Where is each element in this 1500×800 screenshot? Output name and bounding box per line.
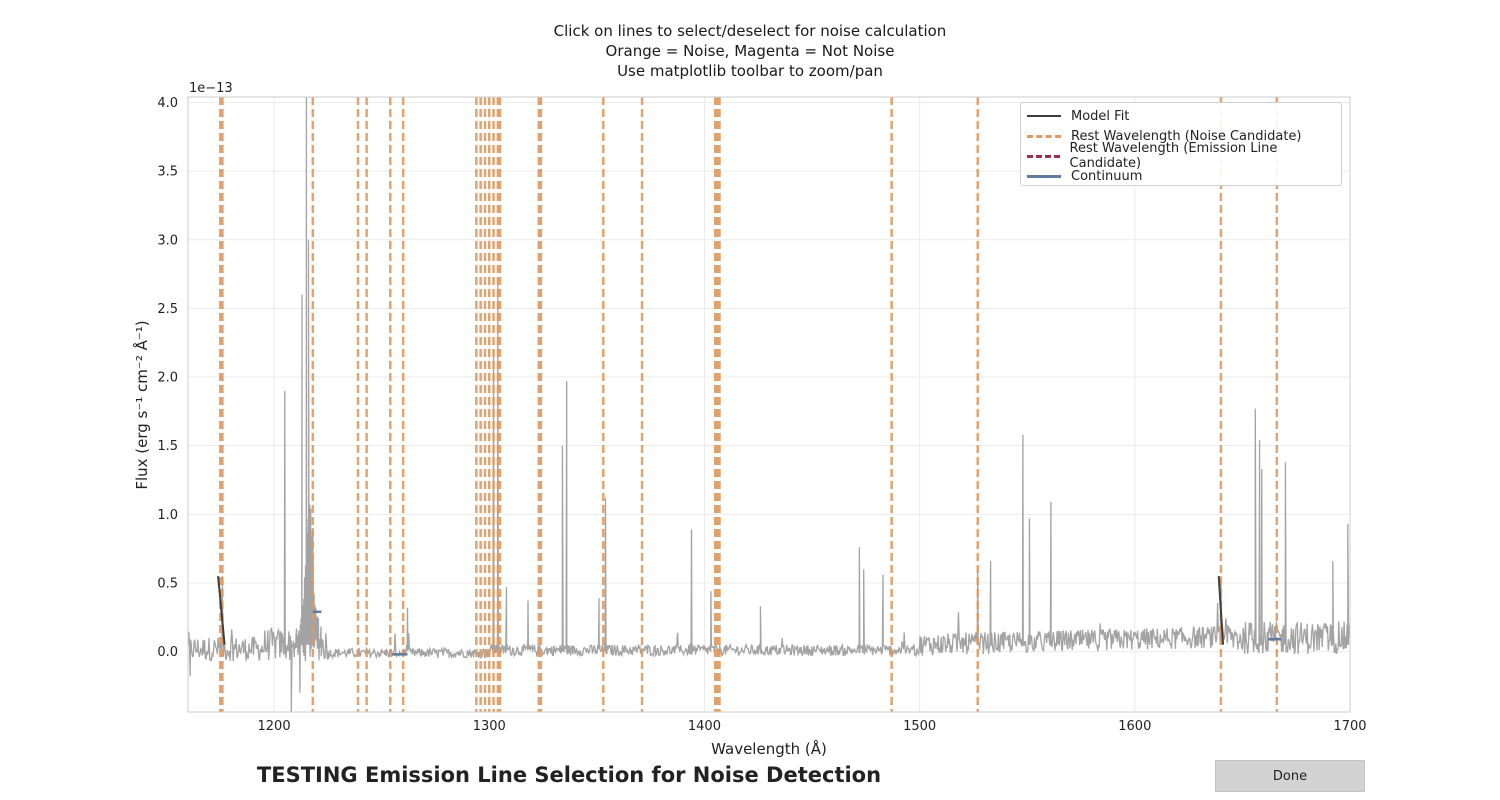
grid-lines	[188, 97, 1351, 712]
legend-item-noise-candidate: Rest Wavelength (Noise Candidate)	[1021, 126, 1341, 146]
legend-label: Continuum	[1071, 168, 1143, 184]
spectrum-series	[188, 97, 1350, 712]
title-line-3: Use matplotlib toolbar to zoom/pan	[617, 62, 883, 80]
bottom-title: TESTING Emission Line Selection for Nois…	[0, 763, 1500, 787]
y-offset-text: 1e−13	[189, 81, 233, 96]
spectrum-line	[188, 97, 1350, 712]
y-tick-label: 4.0	[157, 96, 178, 111]
done-button[interactable]: Done	[1215, 760, 1365, 792]
x-axis-label: Wavelength (Å)	[711, 739, 827, 758]
y-tick-label: 0.0	[157, 645, 178, 660]
y-tick-label: 2.0	[157, 371, 178, 386]
y-tick-label: 1.5	[157, 439, 178, 454]
legend-item-model-fit: Model Fit	[1021, 106, 1341, 126]
x-tick-label: 1700	[1333, 719, 1366, 734]
y-axis-label: Flux (erg s⁻¹ cm⁻² Å⁻¹)	[132, 320, 151, 489]
y-tick-label: 3.5	[157, 165, 178, 180]
x-tick-label: 1600	[1118, 719, 1151, 734]
legend-item-continuum: Continuum	[1021, 166, 1341, 186]
y-axis-ticks: 0.0 0.5 1.0 1.5 2.0 2.5 3.0 3.5 4.0	[157, 96, 178, 660]
figure-title: Click on lines to select/deselect for no…	[0, 21, 1500, 81]
legend-swatch-noise	[1027, 134, 1061, 138]
legend-label: Rest Wavelength (Emission Line Candidate…	[1069, 141, 1278, 171]
legend-label: Model Fit	[1071, 108, 1130, 124]
legend-swatch-continuum	[1027, 174, 1061, 178]
x-tick-label: 1200	[258, 719, 291, 734]
rest-wavelength-lines[interactable]	[219, 97, 1279, 712]
legend-swatch-model-fit	[1027, 115, 1061, 117]
title-line-2: Orange = Noise, Magenta = Not Noise	[605, 42, 895, 60]
title-line-1: Click on lines to select/deselect for no…	[553, 22, 947, 40]
model-fit-segment	[1217, 576, 1225, 645]
x-tick-label: 1500	[903, 719, 936, 734]
x-tick-label: 1400	[688, 719, 721, 734]
y-tick-label: 2.5	[157, 302, 178, 317]
legend-swatch-emission	[1027, 154, 1060, 158]
plot-frame	[187, 96, 1351, 713]
chart-legend: Model Fit Rest Wavelength (Noise Candida…	[1020, 102, 1342, 186]
legend-label: Rest Wavelength (Noise Candidate)	[1071, 128, 1302, 144]
x-axis-ticks: 1200 1300 1400 1500 1600 1700	[258, 719, 1367, 734]
y-tick-label: 3.0	[157, 233, 178, 248]
plot-area[interactable]	[188, 97, 1350, 712]
model-fit-segment	[217, 576, 226, 645]
legend-item-emission-candidate: Rest Wavelength (Emission Line Candidate…	[1021, 141, 1341, 171]
fit-segments	[217, 576, 1282, 656]
x-tick-label: 1300	[473, 719, 506, 734]
bottom-title-text: TESTING Emission Line Selection for Nois…	[256, 763, 882, 787]
y-tick-label: 0.5	[157, 576, 178, 591]
y-tick-label: 1.0	[157, 508, 178, 523]
